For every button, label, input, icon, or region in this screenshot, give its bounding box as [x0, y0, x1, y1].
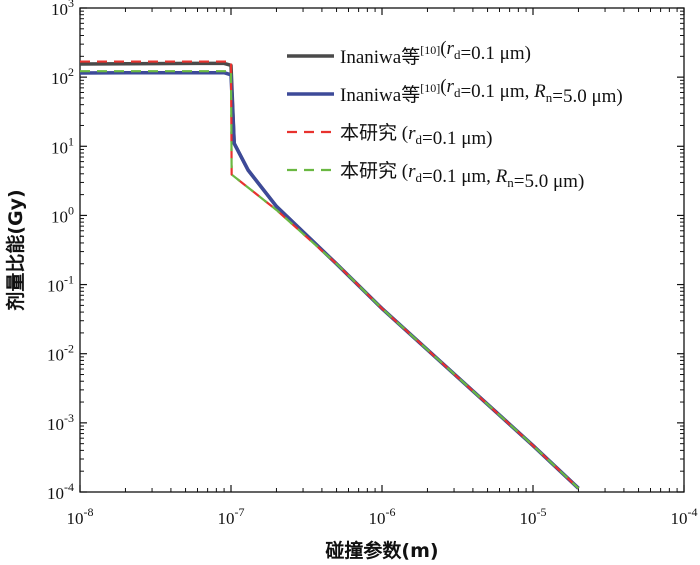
y-tick-label: 10-3	[47, 411, 74, 434]
series-lines	[80, 60, 580, 490]
y-tick-label: 102	[51, 65, 74, 88]
y-tick-label: 10-2	[47, 342, 74, 365]
x-tick-label: 10-4	[671, 505, 698, 528]
legend: Inaniwa等[10](rd=0.1 μm) Inaniwa等[10](rd=0…	[287, 38, 623, 192]
y-axis-label: 剂量比能(Gy)	[4, 189, 27, 310]
legend-label-3: 本研究 (rd=0.1 μm)	[340, 122, 493, 149]
axis-ticks: 10-8 10-7 10-6 10-5 10-4 10-4 10-3 10-2 10-1 100 1…	[47, 0, 698, 528]
y-tick-label: 10-1	[47, 273, 74, 296]
y-tick-label: 100	[51, 203, 74, 226]
y-tick-label: 10-4	[47, 480, 74, 503]
x-axis-label: 碰撞参数(m)	[325, 539, 438, 562]
series-line-3	[80, 60, 580, 490]
x-tick-label: 10-8	[67, 505, 94, 528]
x-tick-label: 10-5	[520, 505, 547, 528]
plot-frame	[79, 7, 685, 493]
series-line-1	[80, 61, 580, 490]
legend-label-1: Inaniwa等[10](rd=0.1 μm)	[340, 38, 531, 68]
series-line-4	[80, 70, 580, 490]
legend-label-2: Inaniwa等[10](rd=0.1 μm, Rn=5.0 μm)	[340, 76, 623, 107]
legend-label-4: 本研究 (rd=0.1 μm, Rn=5.0 μm)	[340, 160, 584, 192]
x-tick-label: 10-7	[218, 505, 245, 528]
y-tick-label: 103	[51, 0, 74, 19]
y-tick-label: 101	[51, 134, 74, 157]
x-tick-label: 10-6	[369, 505, 396, 528]
series-line-2	[80, 70, 580, 490]
